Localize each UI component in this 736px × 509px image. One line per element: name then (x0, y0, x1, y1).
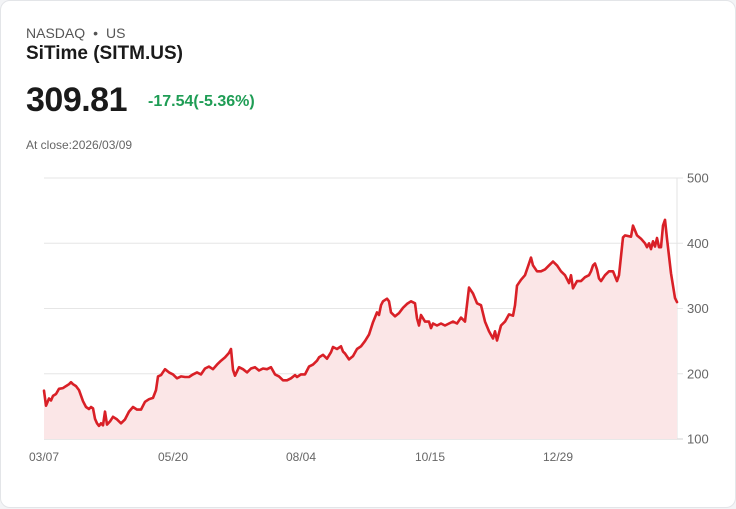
x-tick-label: 03/07 (29, 450, 59, 464)
price-line (42, 218, 679, 428)
y-tick-label: 200 (687, 366, 709, 381)
x-tick-label: 12/29 (543, 450, 573, 464)
current-price: 309.81 (26, 81, 128, 119)
x-axis: 03/07 05/20 08/04 10/15 12/29 (29, 450, 573, 464)
price-change: -17.54(-5.36%) (148, 93, 255, 110)
y-tick-label: 300 (687, 301, 709, 316)
x-tick-label: 08/04 (286, 450, 316, 464)
x-tick-label: 10/15 (415, 450, 445, 464)
y-axis: 500 400 300 200 100 (687, 171, 709, 447)
y-tick-label: 500 (687, 171, 709, 186)
close-date-label: At close:2026/03/09 (26, 138, 133, 152)
stock-title: SiTime (SITM.US) (26, 43, 183, 64)
separator-dot: • (93, 25, 99, 41)
y-tick-label: 100 (687, 432, 709, 447)
exchange-name: NASDAQ (26, 25, 86, 41)
price-area-fill (44, 219, 677, 439)
y-tick-label: 400 (687, 236, 709, 251)
country-name: US (106, 25, 126, 41)
x-tick-label: 05/20 (158, 450, 188, 464)
exchange-label: NASDAQ • US (26, 25, 125, 41)
